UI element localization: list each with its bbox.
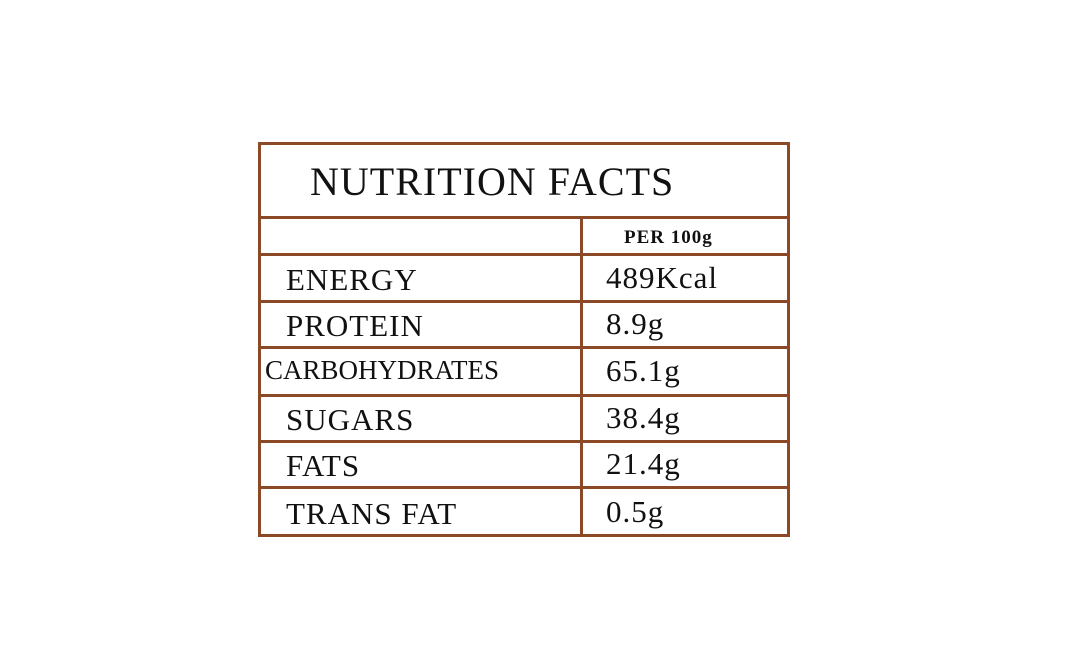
row-divider (258, 346, 790, 349)
nutrient-label: TRANS FAT (286, 495, 458, 531)
table-title: NUTRITION FACTS (310, 159, 675, 204)
row-divider (258, 486, 790, 489)
row-divider (258, 300, 790, 303)
row-divider (258, 440, 790, 443)
nutrient-label: PROTEIN (286, 308, 424, 343)
nutrient-label: ENERGY (286, 261, 418, 297)
nutrient-value: 21.4g (606, 446, 681, 481)
column-divider (580, 216, 583, 537)
nutrient-value: 0.5g (606, 493, 665, 529)
nutrient-value: 489Kcal (606, 259, 719, 295)
row-divider (258, 253, 790, 256)
nutrient-label: CARBOHYDRATES (265, 355, 500, 385)
nutrient-value: 65.1g (606, 353, 681, 388)
nutrient-value: 38.4g (606, 400, 681, 435)
nutrient-value: 8.9g (606, 306, 665, 341)
row-divider (258, 394, 790, 397)
nutrient-label: SUGARS (286, 402, 415, 437)
table-frame (258, 142, 790, 537)
nutrient-label: FATS (286, 448, 361, 483)
column-header: PER 100g (624, 227, 713, 248)
title-divider (258, 216, 790, 219)
